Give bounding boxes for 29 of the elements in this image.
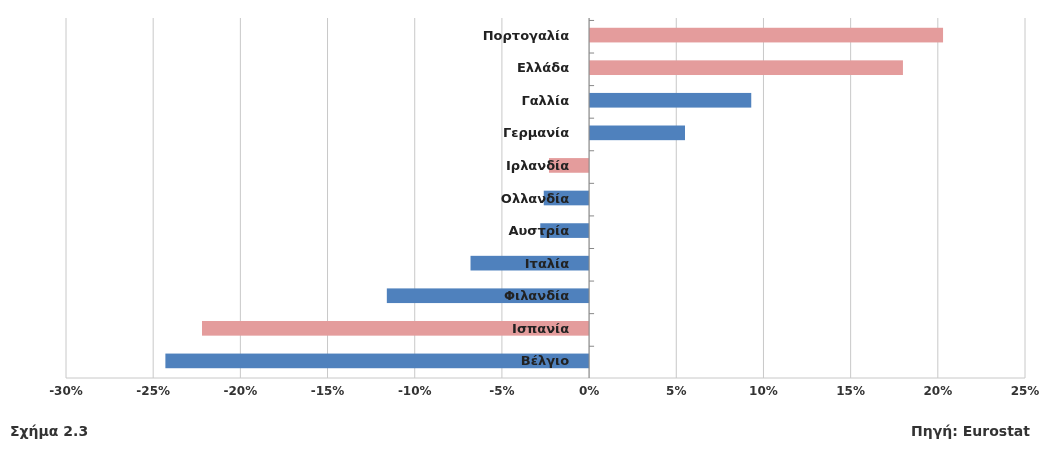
x-tick-label: 20% [923, 384, 953, 398]
bar [589, 125, 685, 141]
x-tick-label: 0% [578, 384, 600, 398]
y-tick-label: Γαλλία [521, 92, 570, 108]
x-tick-label: 25% [1010, 384, 1040, 398]
x-tick-label: -5% [489, 384, 515, 398]
y-tick-label: Γερμανία [502, 125, 570, 141]
x-tick-label: -15% [310, 384, 345, 398]
y-tick-label: Πορτογαλία [482, 27, 570, 43]
x-tick-label: -25% [136, 384, 171, 398]
x-tick-label: 15% [836, 384, 865, 398]
y-tick-label: Φιλανδία [504, 288, 570, 304]
bar [165, 353, 590, 369]
text: Πηγή: Eurostat [911, 423, 1031, 439]
bar [589, 92, 752, 108]
y-tick-label: Βέλγιο [520, 353, 570, 369]
y-tick-label: Ιρλανδία [506, 157, 570, 173]
text: Σχήμα 2.3 [10, 423, 89, 439]
x-tick-label: -10% [397, 384, 432, 398]
y-tick-label: Ελλάδα [516, 60, 570, 76]
bar [202, 320, 590, 336]
bar [589, 60, 903, 76]
bar [589, 27, 944, 43]
x-tick-label: -30% [49, 384, 83, 398]
y-tick-label: Ιταλία [524, 255, 570, 271]
x-tick-label: 5% [666, 384, 687, 398]
x-tick-label: -20% [223, 384, 258, 398]
x-tick-label: 10% [749, 384, 778, 398]
y-tick-label: Ισπανία [512, 320, 570, 336]
